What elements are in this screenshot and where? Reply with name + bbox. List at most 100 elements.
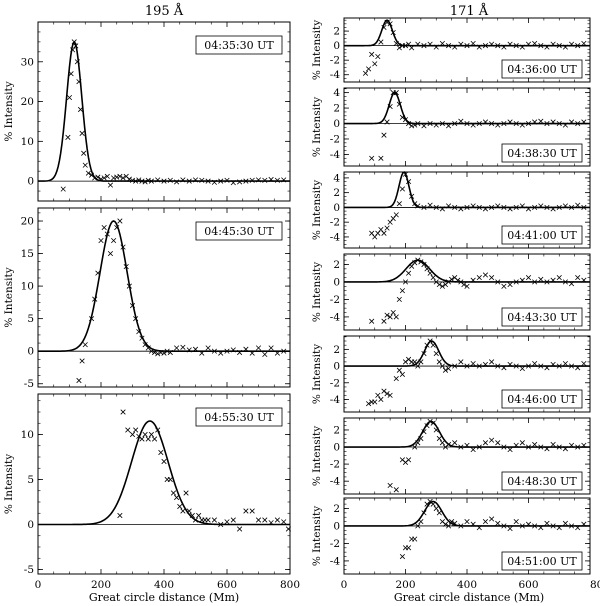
data-point	[550, 523, 556, 529]
data-point	[230, 180, 236, 186]
data-point	[458, 359, 464, 365]
data-point	[117, 512, 123, 519]
data-point	[562, 279, 568, 285]
fit-curve	[344, 91, 590, 125]
data-point	[476, 525, 482, 531]
data-point	[501, 283, 507, 289]
data-point	[237, 526, 243, 532]
data-point	[237, 179, 243, 185]
data-point	[562, 122, 568, 128]
data-point	[544, 446, 550, 452]
data-point	[525, 41, 532, 47]
data-point	[452, 363, 458, 369]
data-point	[452, 204, 458, 210]
data-point	[525, 275, 532, 281]
data-point	[381, 318, 387, 324]
y-tick-label: -2	[330, 133, 340, 145]
data-point	[501, 523, 507, 529]
time-label: 04:41:00 UT	[507, 229, 577, 242]
fit-curve	[38, 420, 290, 526]
data-point	[381, 230, 387, 236]
data-point	[274, 517, 280, 523]
data-point	[224, 177, 230, 183]
data-point	[274, 350, 280, 356]
data-point	[476, 44, 482, 50]
data-point	[581, 521, 587, 527]
panel-4: -4 -2 0 2 % Intensity 04:36:00 UT	[311, 17, 591, 83]
data-point	[482, 272, 489, 278]
y-axis-label: % Intensity	[311, 180, 323, 240]
data-point	[507, 41, 513, 47]
y-tick-label: 0	[333, 520, 340, 532]
panel-8: -4 -2 0 2 % Intensity 04:46:00 UT	[311, 335, 591, 413]
data-point	[476, 444, 482, 450]
data-point	[433, 44, 439, 50]
data-point	[139, 436, 145, 442]
data-point	[556, 204, 562, 210]
data-point	[495, 363, 501, 369]
time-label: 04:36:00 UT	[507, 63, 577, 76]
data-point	[513, 43, 519, 49]
data-point	[405, 179, 412, 185]
data-point	[427, 202, 433, 208]
right-x-axis-label: Great circle distance (Mm)	[394, 591, 544, 604]
data-point	[532, 523, 538, 529]
data-point	[427, 338, 433, 344]
data-point	[402, 279, 409, 285]
data-point	[470, 122, 476, 128]
data-point	[77, 106, 84, 113]
data-point	[76, 79, 82, 85]
data-point	[489, 204, 495, 210]
y-tick-label: -2	[330, 459, 340, 471]
data-point	[433, 350, 439, 357]
data-point	[581, 277, 587, 283]
data-point	[568, 442, 575, 448]
data-point	[421, 510, 427, 516]
data-point	[384, 225, 390, 231]
y-tick-label: 0	[27, 346, 34, 358]
data-point	[65, 134, 71, 140]
data-point	[186, 347, 192, 353]
data-point	[464, 363, 470, 369]
data-point	[415, 363, 421, 369]
data-point	[455, 277, 461, 283]
y-axis-label: % Intensity	[3, 454, 15, 514]
data-point	[155, 351, 161, 357]
x-tick-label: 600	[518, 579, 538, 591]
data-point	[581, 119, 587, 125]
data-point	[421, 43, 427, 49]
data-point	[458, 206, 464, 212]
data-point	[544, 204, 550, 210]
data-point	[111, 175, 117, 181]
data-point	[117, 173, 123, 179]
data-point	[92, 175, 98, 181]
data-point	[507, 206, 513, 212]
data-point	[167, 476, 173, 483]
data-point	[439, 440, 445, 446]
data-point	[366, 401, 372, 407]
data-point	[81, 150, 87, 156]
data-point	[196, 512, 202, 519]
data-point	[192, 346, 199, 352]
data-point	[142, 179, 148, 185]
data-point	[442, 367, 449, 373]
data-point	[384, 312, 390, 318]
data-point	[489, 275, 495, 281]
data-point	[148, 178, 154, 184]
x-tick-label: 0	[35, 579, 42, 591]
data-point	[136, 177, 142, 183]
data-point	[409, 123, 415, 129]
data-point	[211, 348, 217, 354]
data-point	[399, 186, 406, 192]
data-point	[145, 436, 151, 442]
data-point	[513, 120, 519, 127]
data-point	[95, 174, 101, 180]
data-point	[449, 276, 455, 282]
data-point	[538, 363, 544, 369]
data-point	[525, 206, 532, 212]
panel-7: -4 -2 0 2 % Intensity 04:43:30 UT	[311, 253, 591, 331]
data-point	[439, 120, 445, 127]
y-tick-label: 5	[27, 474, 34, 486]
time-label-box	[195, 407, 283, 427]
